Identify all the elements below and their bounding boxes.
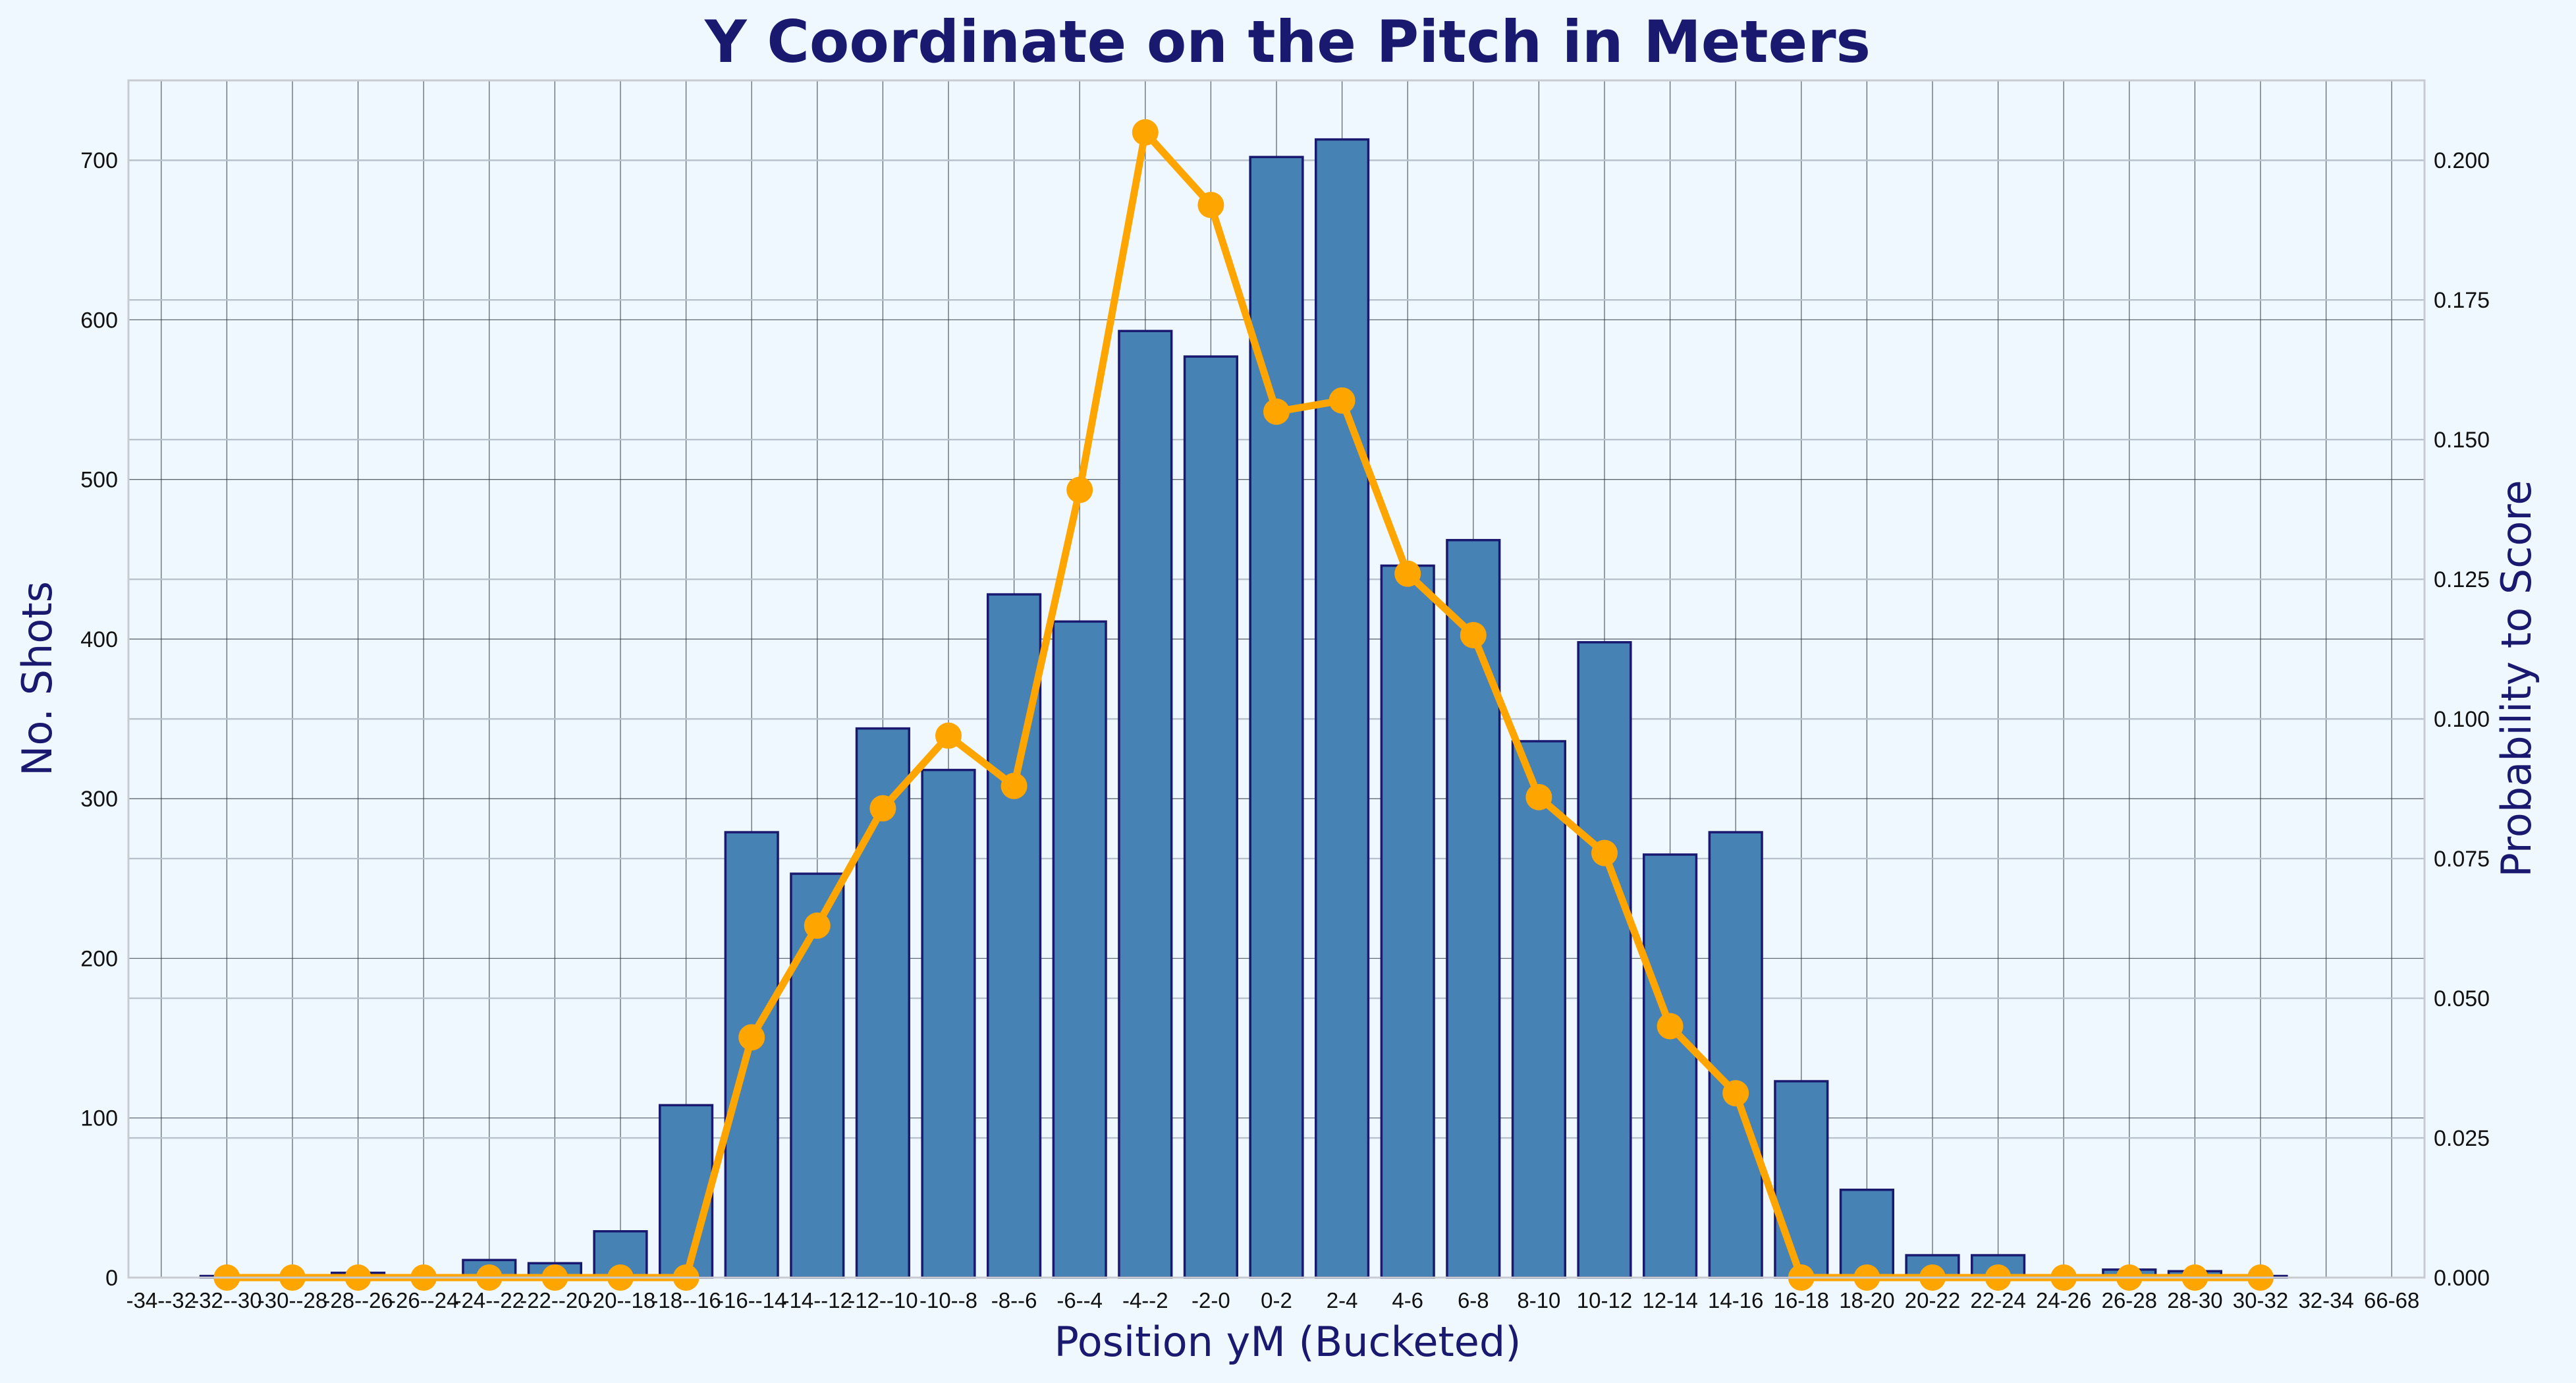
y-tick-label: 0 (105, 1266, 118, 1291)
x-tick-label: -24--22 (454, 1288, 524, 1312)
bars (199, 138, 2288, 1279)
x-tick-label: 22-24 (1970, 1288, 2025, 1312)
plot-frame (127, 79, 2426, 1279)
bar-4-6 (1380, 564, 1435, 1279)
probability-point-0-2 (1263, 398, 1290, 425)
x-tick-label: -2-0 (1192, 1288, 1230, 1312)
y2-tick-label: 0.150 (2434, 428, 2490, 453)
x-tick-label: -14--12 (782, 1288, 852, 1312)
bar--4--2 (1118, 329, 1173, 1279)
y-tick-label: 400 (80, 627, 118, 652)
x-tick-label: 6-8 (1458, 1288, 1489, 1312)
bar--10--8 (921, 768, 976, 1279)
x-tick-label: 0-2 (1261, 1288, 1292, 1312)
y2-tick-label: 0.100 (2434, 707, 2490, 732)
probability-point--4--2 (1132, 119, 1159, 146)
probability-point-2-4 (1329, 387, 1356, 414)
x-tick-label: 26-28 (2102, 1288, 2157, 1312)
bar-0-2 (1249, 155, 1304, 1279)
right-axis-ticks: 0.000 0.025 0.050 0.075 0.100 0.125 0.150 0.175… (2434, 148, 2490, 1291)
x-axis-ticks: -34--32-32--30-30--28-28--26-26--24-24--… (126, 1288, 2420, 1312)
x-tick-label: 14-16 (1708, 1288, 1763, 1312)
x-tick-label: -20--18 (586, 1288, 655, 1312)
y2-tick-label: 0.050 (2434, 986, 2490, 1011)
x-tick-label: 18-20 (1839, 1288, 1894, 1312)
bar-18-20 (1839, 1189, 1894, 1279)
chart-title: Y Coordinate on the Pitch in Meters (704, 8, 1871, 76)
probability-point--12--10 (869, 795, 896, 822)
probability-point--6--4 (1066, 476, 1093, 503)
x-tick-label: 32-34 (2298, 1288, 2353, 1312)
x-tick-label: 2-4 (1327, 1288, 1358, 1312)
x-tick-label: -18--16 (651, 1288, 721, 1312)
probability-point--8--6 (1000, 772, 1028, 799)
x-tick-label: -34--32 (126, 1288, 196, 1312)
x-axis-label: Position yM (Bucketed) (1055, 1318, 1521, 1366)
x-tick-label: 28-30 (2167, 1288, 2222, 1312)
bar-6-8 (1446, 538, 1501, 1279)
left-axis-ticks: 0 100 200 300 400 500 600 700 (80, 148, 118, 1291)
x-tick-label: 12-14 (1642, 1288, 1697, 1312)
bar--20--18 (593, 1229, 648, 1279)
bar--14--12 (790, 872, 845, 1279)
y2-tick-label: 0.025 (2434, 1126, 2490, 1151)
bar-8-10 (1511, 740, 1566, 1279)
x-tick-label: -4--2 (1122, 1288, 1168, 1312)
x-tick-label: 66-68 (2364, 1288, 2419, 1312)
probability-point-10-12 (1591, 839, 1618, 866)
bar-10-12 (1577, 641, 1632, 1279)
x-tick-label: -30--28 (258, 1288, 327, 1312)
x-tick-label: 20-22 (1905, 1288, 1960, 1312)
x-tick-label: 30-32 (2233, 1288, 2288, 1312)
x-tick-label: -28--26 (323, 1288, 393, 1312)
y-tick-label: 300 (80, 787, 118, 812)
bar--6--4 (1052, 620, 1107, 1279)
y2-tick-label: 0.000 (2434, 1266, 2490, 1291)
y-tick-label: 700 (80, 148, 118, 173)
x-tick-label: 10-12 (1577, 1288, 1632, 1312)
x-tick-label: -22--20 (520, 1288, 589, 1312)
x-tick-label: -16--14 (717, 1288, 786, 1312)
y2-axis-label: Probability to Score (2492, 480, 2540, 877)
y-axis-label: No. Shots (13, 581, 61, 776)
x-tick-label: -32--30 (192, 1288, 261, 1312)
probability-point-8-10 (1525, 783, 1552, 810)
y-tick-label: 600 (80, 308, 118, 333)
x-tick-label: 16-18 (1774, 1288, 1829, 1312)
y2-tick-label: 0.075 (2434, 847, 2490, 872)
bar-12-14 (1643, 853, 1698, 1279)
x-tick-label: -6--4 (1056, 1288, 1103, 1312)
probability-point--10--8 (935, 722, 962, 749)
probability-point--14--12 (804, 912, 831, 939)
x-tick-label: 4-6 (1392, 1288, 1423, 1312)
probability-point-12-14 (1657, 1013, 1684, 1040)
probability-point-4-6 (1394, 560, 1421, 587)
bar--2-0 (1183, 355, 1238, 1279)
y2-tick-label: 0.125 (2434, 567, 2490, 592)
bar-2-4 (1315, 138, 1370, 1279)
bar-14-16 (1708, 831, 1763, 1279)
y-tick-label: 200 (80, 946, 118, 971)
y2-tick-label: 0.175 (2434, 288, 2490, 313)
bar-16-18 (1774, 1080, 1829, 1279)
probability-point--2-0 (1197, 192, 1224, 219)
bar--16--14 (724, 831, 779, 1279)
x-tick-label: 24-26 (2036, 1288, 2091, 1312)
y2-tick-label: 0.200 (2434, 148, 2490, 173)
probability-point--16--14 (738, 1024, 765, 1051)
x-tick-label: -8--6 (991, 1288, 1037, 1312)
x-tick-label: -10--8 (919, 1288, 977, 1312)
x-tick-label: -12--10 (848, 1288, 918, 1312)
probability-point-6-8 (1460, 621, 1487, 648)
x-tick-label: -26--24 (389, 1288, 458, 1312)
probability-point-14-16 (1722, 1080, 1749, 1107)
y-tick-label: 500 (80, 468, 118, 493)
x-tick-label: 8-10 (1517, 1288, 1560, 1312)
bar--18--16 (659, 1104, 714, 1279)
y-tick-label: 100 (80, 1106, 118, 1131)
